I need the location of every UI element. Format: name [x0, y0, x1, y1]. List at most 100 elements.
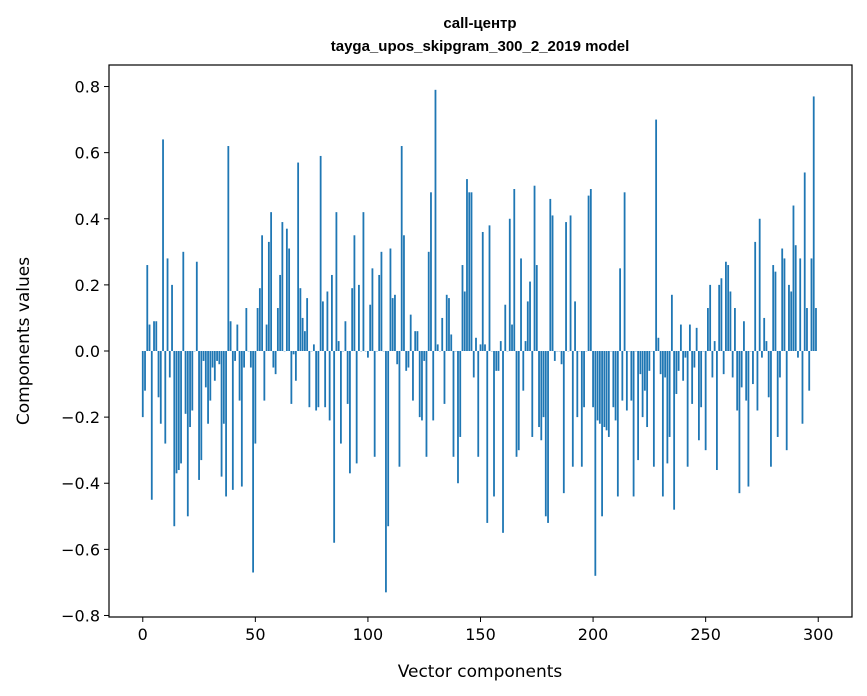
bar [605, 351, 608, 431]
bar [526, 301, 529, 351]
bar [256, 308, 259, 351]
bar [666, 351, 669, 464]
bar [682, 351, 685, 381]
bar [571, 351, 574, 467]
bar [504, 304, 507, 351]
bar [319, 155, 322, 351]
bar [707, 308, 709, 351]
bar [720, 278, 723, 351]
y-tick-label: −0.6 [61, 540, 100, 559]
bar [659, 351, 662, 375]
bar [153, 321, 155, 351]
bar [459, 351, 462, 437]
bar [542, 351, 545, 418]
bar [792, 205, 795, 351]
bar [479, 344, 482, 351]
bar [716, 351, 718, 471]
bar [258, 288, 261, 351]
x-tick-label: 200 [578, 625, 609, 644]
bar [565, 222, 567, 351]
bar [592, 351, 594, 408]
bar [391, 298, 394, 351]
bar [779, 351, 781, 378]
bar [303, 331, 306, 351]
bar [589, 189, 592, 351]
bar [263, 351, 266, 401]
bar [562, 351, 565, 494]
bar [738, 351, 741, 494]
bar [603, 351, 606, 428]
bar [522, 351, 525, 391]
bar [312, 344, 315, 351]
bar [274, 351, 277, 375]
bar [580, 351, 583, 467]
bar [502, 351, 504, 533]
bar [718, 284, 721, 351]
bar [495, 351, 498, 371]
bar [691, 351, 694, 404]
bar [675, 351, 678, 394]
bar [517, 351, 520, 451]
bar [560, 351, 563, 365]
bar [326, 291, 329, 351]
bar [337, 341, 340, 351]
bar [551, 215, 554, 351]
bar [270, 212, 273, 351]
bar [520, 258, 522, 351]
y-tick-label: 0.6 [75, 144, 100, 163]
bar [513, 189, 516, 351]
bar [754, 241, 757, 351]
bar [801, 351, 804, 424]
bar [583, 351, 585, 408]
bar [661, 351, 664, 497]
bar [463, 291, 466, 351]
bar [677, 351, 680, 371]
bar [414, 331, 417, 351]
bar [416, 331, 419, 351]
bar [727, 265, 730, 351]
bar [767, 351, 770, 398]
bar [475, 337, 477, 351]
bar [166, 258, 169, 351]
bar [387, 351, 390, 527]
bar [227, 146, 230, 351]
bar [175, 351, 178, 474]
bar [544, 351, 547, 517]
bar [646, 351, 649, 428]
bar [713, 341, 716, 351]
bar [234, 351, 236, 361]
bar [216, 351, 218, 361]
bar [367, 351, 369, 358]
bar [202, 351, 205, 361]
bar [265, 324, 268, 351]
bar [632, 351, 635, 497]
bar [695, 327, 698, 351]
bar [711, 351, 714, 378]
bar [625, 351, 628, 411]
bar [531, 351, 534, 437]
bar [333, 351, 336, 543]
bar [441, 317, 444, 351]
bar [468, 192, 471, 351]
bar [279, 274, 282, 351]
bar [729, 291, 732, 351]
bar [308, 351, 311, 408]
bar [808, 351, 811, 391]
bar [157, 351, 160, 398]
bar [508, 218, 511, 351]
x-tick-label: 250 [690, 625, 721, 644]
bar [182, 251, 185, 351]
bar [425, 351, 428, 457]
bar [243, 351, 245, 368]
bar [198, 351, 200, 480]
bar [803, 172, 806, 351]
bar [380, 251, 383, 351]
bar [815, 308, 817, 351]
bar [288, 248, 291, 351]
bar [276, 308, 279, 351]
bar [553, 351, 556, 361]
bar [740, 351, 743, 388]
bar [668, 351, 671, 437]
bar [788, 284, 790, 351]
